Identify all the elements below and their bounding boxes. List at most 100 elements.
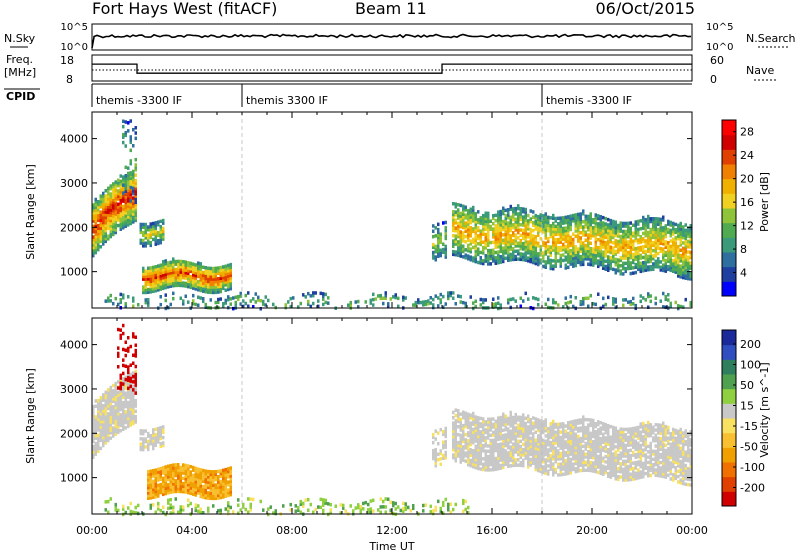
heatmap-cell [224,494,227,498]
heatmap-cell [472,422,475,426]
heatmap-cell [542,259,545,263]
heatmap-cell [579,254,582,259]
heatmap-cell [459,219,462,224]
heatmap-cell [517,444,520,449]
heatmap-cell [107,417,110,421]
heatmap-cell [569,225,572,229]
heatmap-cell [534,454,537,458]
heatmap-cell [664,297,667,302]
heatmap-cell [612,251,615,256]
heatmap-cell [607,263,610,267]
heatmap-cell [134,335,137,339]
heatmap-cell [247,291,250,295]
heatmap-cell [102,194,105,198]
heatmap-cell [509,445,512,449]
heatmap-cell [544,426,547,430]
heatmap-cell [102,205,105,209]
heatmap-cell [682,254,685,258]
heatmap-cell [499,223,502,227]
heatmap-cell [452,437,455,441]
heatmap-cell [642,239,645,244]
heatmap-cell [524,291,527,296]
heatmap-cell [484,462,487,467]
heatmap-cell [564,215,567,220]
heatmap-cell [202,286,205,291]
heatmap-cell [514,412,517,417]
heatmap-cell [582,228,585,232]
heatmap-cell [94,208,97,212]
heatmap-cell [549,250,552,255]
heatmap-cell [467,439,470,443]
heatmap-cell [522,207,525,211]
heatmap-cell [519,212,522,216]
heatmap-cell [512,415,515,420]
heatmap-cell [224,280,227,284]
heatmap-cell [597,446,600,451]
heatmap-cell [529,449,532,454]
heatmap-cell [687,250,690,254]
heatmap-cell [549,456,552,461]
heatmap-cell [684,236,687,241]
heatmap-cell [157,494,160,498]
heatmap-cell [624,243,627,247]
heatmap-cell [632,432,635,436]
heatmap-cell [124,176,127,181]
heatmap-cell [107,433,110,437]
heatmap-cell [439,292,442,297]
heatmap-cell [452,242,455,246]
heatmap-cell [514,212,517,216]
heatmap-cell [129,388,132,393]
y-tick-label: 3000 [60,177,88,190]
heatmap-cell [489,417,492,421]
heatmap-cell [497,215,500,220]
colorbar-swatch [722,120,736,136]
heatmap-cell [162,425,165,429]
heatmap-cell [99,215,102,220]
heatmap-cell [164,467,167,472]
heatmap-cell [609,226,612,231]
heatmap-cell [462,231,465,235]
heatmap-cell [654,251,657,256]
heatmap-cell [222,286,225,290]
heatmap-cell [494,446,497,450]
heatmap-cell [574,253,577,257]
heatmap-cell [667,298,670,302]
heatmap-cell [554,245,557,250]
heatmap-cell [652,232,655,237]
heatmap-cell [567,421,570,425]
heatmap-cell [134,189,137,193]
heatmap-cell [497,261,500,265]
heatmap-cell [212,266,215,271]
heatmap-cell [474,235,477,240]
heatmap-cell [484,430,487,435]
heatmap-cell [107,221,110,225]
heatmap-cell [104,197,107,201]
heatmap-cell [617,223,620,228]
heatmap-cell [472,208,475,212]
heatmap-cell [169,281,172,286]
heatmap-cell [487,211,490,216]
heatmap-cell [644,461,647,465]
heatmap-cell [217,469,220,474]
heatmap-cell [154,495,157,499]
heatmap-cell [534,446,537,450]
heatmap-cell [664,245,667,249]
heatmap-cell [559,438,562,442]
heatmap-cell [512,255,515,259]
heatmap-cell [512,247,515,251]
heatmap-cell [499,241,502,246]
heatmap-cell [484,420,487,424]
heatmap-cell [109,393,112,398]
heatmap-cell [567,434,570,438]
heatmap-cell [537,428,540,433]
heatmap-cell [92,436,95,441]
heatmap-cell [607,453,610,457]
heatmap-cell [102,406,105,410]
heatmap-cell [649,235,652,240]
heatmap-cell [589,463,592,467]
heatmap-cell [197,261,200,265]
heatmap-cell [102,443,105,448]
heatmap-cell [222,487,225,491]
heatmap-cell [107,202,110,206]
heatmap-cell [567,260,570,264]
